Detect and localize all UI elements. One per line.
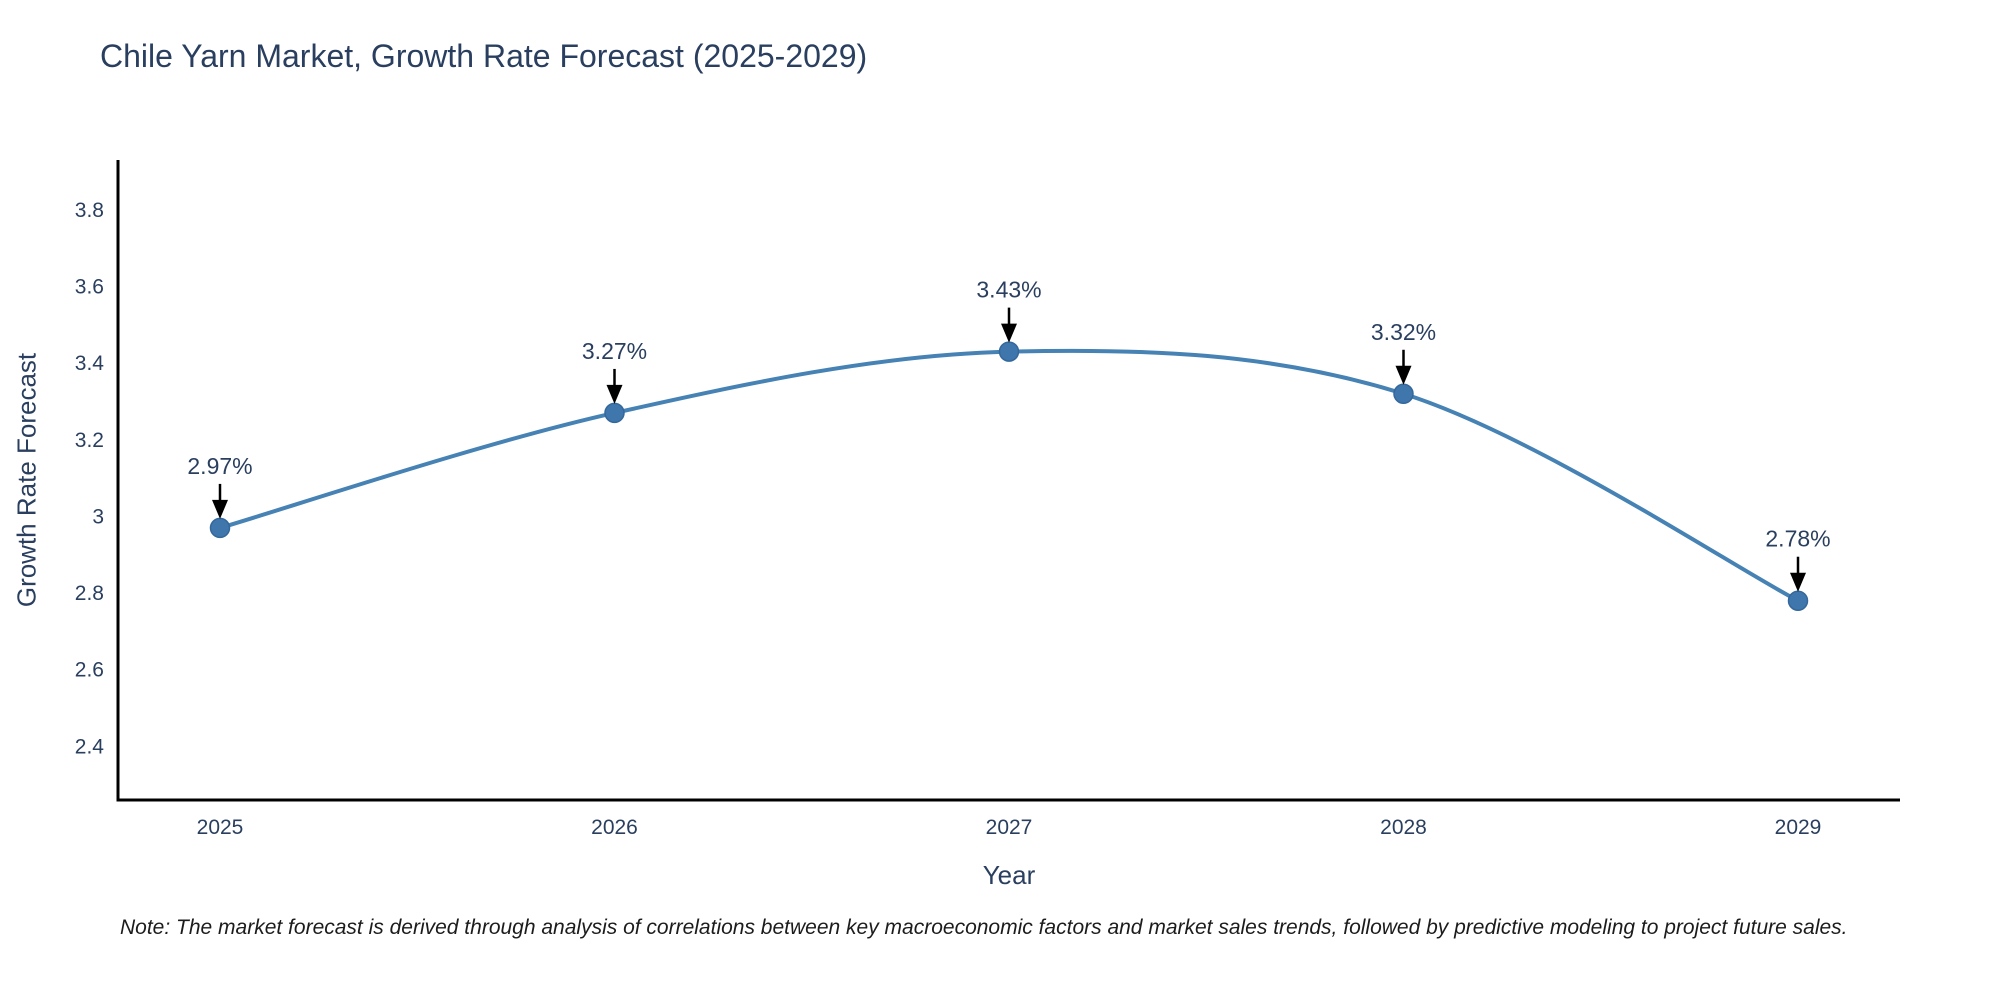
data-point-marker[interactable] — [604, 402, 625, 424]
x-tick-label: 2026 — [591, 816, 638, 839]
y-tick-label: 2.4 — [75, 735, 105, 758]
y-tick-label: 2.8 — [75, 582, 104, 605]
trend-line — [218, 348, 1800, 603]
y-tick-label: 3.8 — [75, 199, 104, 222]
data-point-marker[interactable] — [1393, 383, 1414, 405]
point-arrow-head — [606, 384, 623, 404]
point-arrow-head — [1790, 572, 1806, 592]
point-value-label: 2.78% — [1765, 526, 1830, 552]
chart-title: Chile Yarn Market, Growth Rate Forecast … — [100, 38, 868, 74]
point-arrow-head — [1001, 323, 1017, 343]
point-value-label: 3.32% — [1371, 319, 1436, 345]
y-tick-label: 3 — [92, 505, 104, 528]
x-tick-label: 2025 — [197, 816, 244, 839]
data-point-marker[interactable] — [209, 517, 231, 539]
point-value-label: 3.27% — [582, 338, 647, 364]
point-value-label: 3.43% — [976, 277, 1041, 303]
point-arrow-head — [1395, 365, 1412, 385]
x-tick-label: 2027 — [986, 816, 1033, 839]
x-tick-label: 2028 — [1380, 816, 1427, 839]
x-axis-title: Year — [982, 860, 1036, 890]
y-tick-label: 3.4 — [75, 352, 105, 375]
data-point-marker[interactable] — [1787, 590, 1809, 611]
y-tick-label: 3.2 — [75, 429, 104, 452]
footnote: Note: The market forecast is derived thr… — [120, 916, 1848, 939]
y-tick-label: 2.6 — [75, 659, 104, 682]
point-value-label: 2.97% — [187, 453, 252, 479]
x-tick-label: 2029 — [1775, 816, 1822, 839]
y-tick-label: 3.6 — [75, 275, 104, 298]
point-arrow-head — [212, 499, 228, 519]
data-point-marker[interactable] — [998, 341, 1020, 362]
y-axis-title: Growth Rate Forecast — [11, 352, 42, 608]
